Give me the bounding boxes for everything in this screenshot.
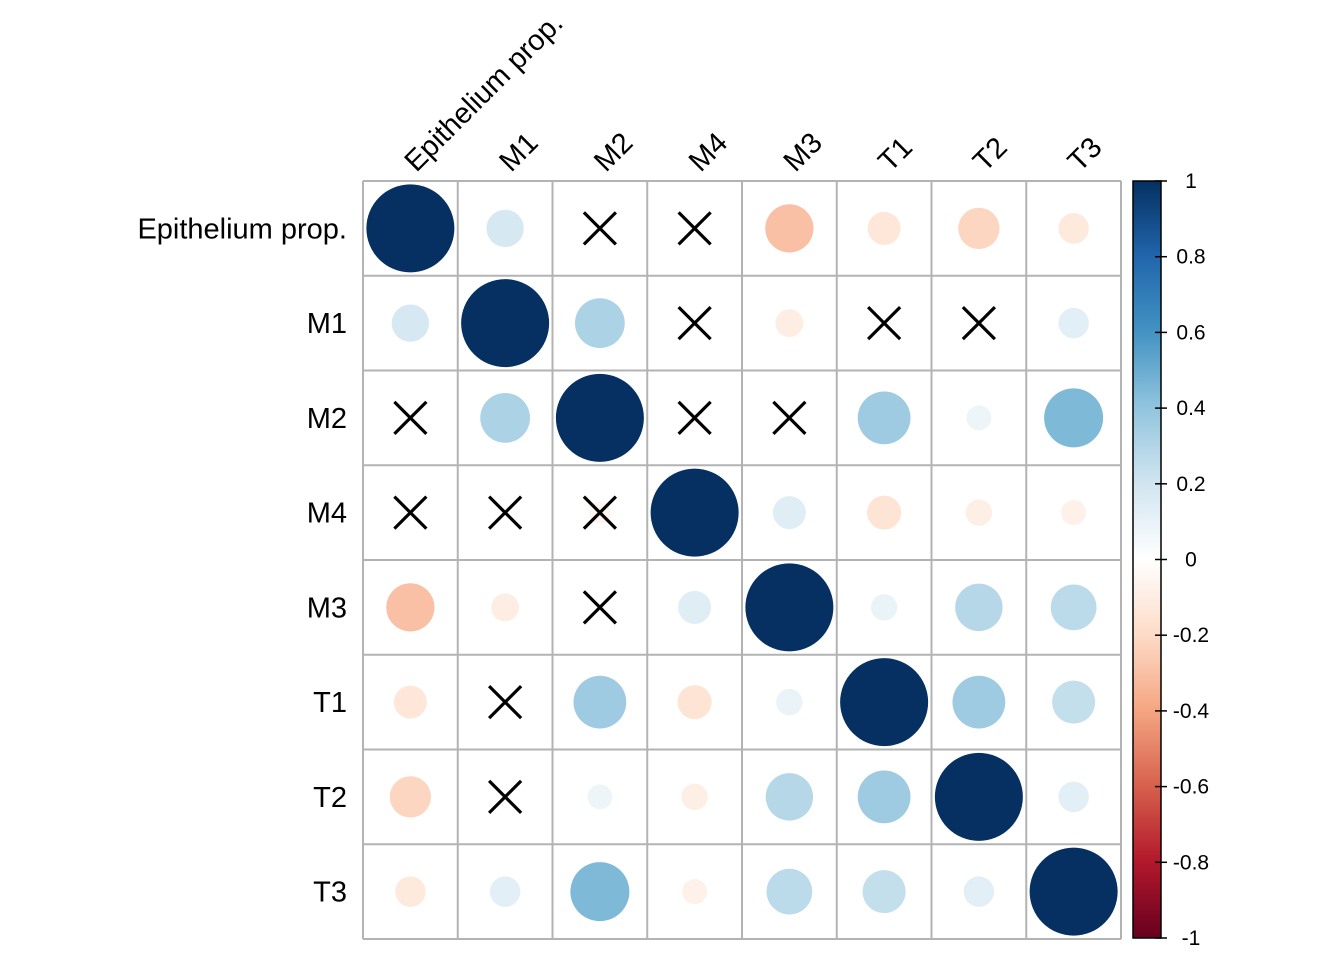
insignificant-cross-m1-t2 <box>961 305 997 341</box>
colorbar-tick-label: -0.6 <box>1173 776 1209 799</box>
corr-circle-epithelium-prop-m1 <box>486 209 524 248</box>
corr-circle-epithelium-prop-epithelium-prop <box>366 184 455 273</box>
col-label-m4: M4 <box>683 127 734 178</box>
insignificant-cross-m4-epithelium-prop <box>393 495 428 530</box>
corr-circle-t3-t2 <box>963 876 995 907</box>
corr-circle-t1-m4 <box>677 685 712 720</box>
corr-circle-m4-t1 <box>867 495 902 530</box>
corr-circle-t3-m2 <box>570 862 630 922</box>
grid-layer <box>362 180 1122 940</box>
colorbar-tick-label: -0.4 <box>1173 700 1210 723</box>
corr-circle-t2-t1 <box>857 770 911 824</box>
corr-circle-m3-t3 <box>1050 584 1097 631</box>
insignificant-cross-m4-m2 <box>582 495 618 530</box>
col-label-t2: T2 <box>967 131 1014 178</box>
insignificant-cross-m2-m4 <box>677 400 712 436</box>
colorbar-tick-label: 0.2 <box>1176 473 1205 496</box>
corr-circle-epithelium-prop-m3 <box>765 204 814 253</box>
corr-circle-t1-m2 <box>573 675 627 729</box>
row-label-t1: T1 <box>313 687 347 719</box>
corr-circle-t3-m1 <box>489 876 521 907</box>
colorbar-tick-label: 0.6 <box>1176 321 1205 344</box>
corr-circle-t3-epithelium-prop <box>395 876 426 907</box>
corr-circle-t3-t3 <box>1029 847 1118 936</box>
corr-circle-m2-t1 <box>857 391 911 445</box>
corr-circle-t1-m3 <box>776 688 803 716</box>
insignificant-cross-m4-m1 <box>487 495 523 530</box>
corr-circle-t3-m3 <box>766 868 813 915</box>
row-label-t2: T2 <box>313 782 347 814</box>
col-label-t1: T1 <box>872 131 919 178</box>
corr-circle-m2-m1 <box>480 392 531 443</box>
insignificant-cross-t1-m1 <box>487 684 523 720</box>
insignificant-cross-m1-m4 <box>677 305 712 341</box>
corr-circle-t2-t2 <box>934 752 1023 841</box>
colorbar-tick-label: 1 <box>1185 170 1197 193</box>
row-label-m2: M2 <box>307 403 347 435</box>
corr-circle-m3-epithelium-prop <box>386 583 435 632</box>
corr-circle-epithelium-prop-t1 <box>867 211 901 245</box>
corr-circle-t1-t3 <box>1052 680 1096 724</box>
corr-circle-m3-t2 <box>955 583 1003 632</box>
corr-circle-m4-m3 <box>772 496 806 530</box>
col-label-m3: M3 <box>778 127 829 178</box>
colorbar-tick-label: 0.8 <box>1176 246 1205 269</box>
row-label-m1: M1 <box>307 308 347 340</box>
corr-circle-t2-m4 <box>681 783 708 811</box>
insignificant-cross-m1-t1 <box>866 305 902 341</box>
corr-circle-t2-t3 <box>1058 781 1089 813</box>
col-label-epithelium-prop: Epithelium prop. <box>399 7 570 178</box>
corr-circle-t2-m2 <box>587 784 613 810</box>
row-label-m3: M3 <box>307 592 347 624</box>
row-label-t3: T3 <box>313 877 347 909</box>
corr-circle-t3-m4 <box>682 879 708 905</box>
insignificant-cross-t2-m1 <box>487 779 523 815</box>
corr-circle-m4-t3 <box>1061 500 1087 526</box>
col-label-t3: T3 <box>1062 131 1109 178</box>
corr-circle-m3-t1 <box>870 594 898 621</box>
corr-circle-t1-t2 <box>952 675 1006 729</box>
corr-circle-m3-m1 <box>491 593 520 622</box>
corr-circle-m3-m4 <box>678 590 712 624</box>
corr-circle-epithelium-prop-t3 <box>1058 213 1089 244</box>
corr-circle-t1-t1 <box>840 658 929 747</box>
corr-circle-m2-t2 <box>966 405 992 431</box>
row-label-m4: M4 <box>307 498 347 530</box>
colorbar: 1 0.8 0.6 0.4 0.2 0 -0.2 -0.4 -0.6 -0.8 -1 <box>1132 170 1210 950</box>
corr-circle-m1-m1 <box>461 279 550 368</box>
insignificant-cross-m2-epithelium-prop <box>393 400 428 436</box>
col-label-m2: M2 <box>588 127 639 178</box>
colorbar-tick-label: -0.2 <box>1173 624 1209 647</box>
corr-circle-m3-m3 <box>745 563 834 652</box>
cross-layer <box>393 211 997 815</box>
corr-circle-m1-epithelium-prop <box>391 304 430 342</box>
corr-circle-m4-m4 <box>650 468 739 557</box>
insignificant-cross-epithelium-prop-m2 <box>582 211 618 246</box>
colorbar-tick-label: -0.8 <box>1173 851 1209 874</box>
corr-circle-m1-m3 <box>775 309 804 338</box>
colorbar-tick-label: 0.4 <box>1176 397 1206 420</box>
row-label-epithelium-prop: Epithelium prop. <box>137 213 347 245</box>
corr-circle-epithelium-prop-t2 <box>958 207 1000 250</box>
corr-circle-m1-t3 <box>1058 307 1089 339</box>
corr-circle-t2-epithelium-prop <box>389 776 432 818</box>
circle-layer <box>366 184 1118 936</box>
colorbar-tick-label: -1 <box>1182 927 1201 950</box>
corr-circle-t2-m3 <box>765 773 814 821</box>
corr-circle-m4-t2 <box>965 499 993 526</box>
insignificant-cross-epithelium-prop-m4 <box>677 211 712 246</box>
insignificant-cross-m2-m3 <box>772 400 807 436</box>
col-label-m1: M1 <box>493 127 544 178</box>
colorbar-tick-label: 0 <box>1185 549 1197 572</box>
corr-circle-t1-epithelium-prop <box>393 685 427 719</box>
corr-circle-m1-m2 <box>574 298 625 349</box>
insignificant-cross-m3-m2 <box>582 590 618 625</box>
corr-circle-m2-t3 <box>1044 388 1104 448</box>
corr-circle-m2-m2 <box>555 373 644 462</box>
corr-circle-t3-t1 <box>862 870 906 914</box>
